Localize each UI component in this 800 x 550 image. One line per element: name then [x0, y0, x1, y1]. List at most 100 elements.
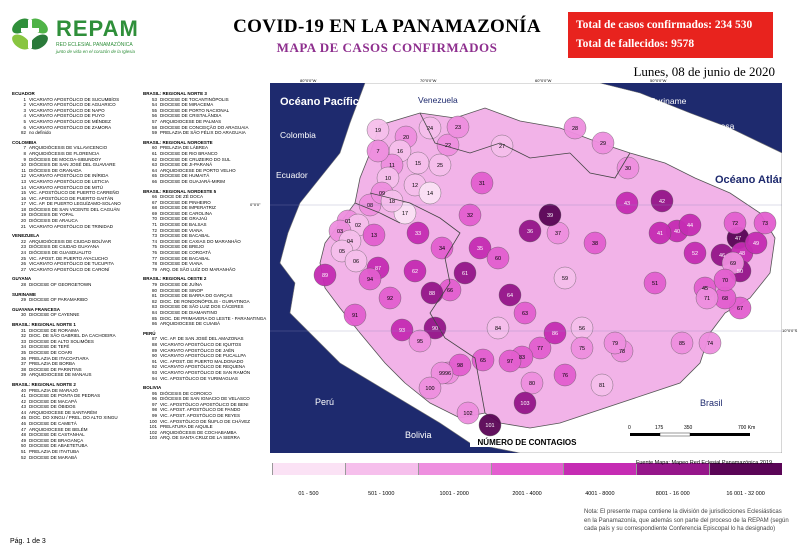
legend-item-name: ARQUIDIÓCESIS DE FLORENCIA: [29, 150, 100, 156]
legend-item-name: VICARIATO APOSTÓLICO DE MÉNDEZ: [29, 118, 111, 124]
region-number-71: 71: [704, 296, 710, 302]
legend-item: 35 DIOCESE DE COARI: [12, 350, 142, 356]
legend-item-name: DIÓCESIS DE SAN IGNACIO DE VELASCO: [160, 396, 250, 402]
legend-item: 102 ARQUIDIÓCESIS DE COCHABAMBA: [143, 430, 271, 436]
legend-item-number: 97: [151, 401, 157, 407]
region-patch-61: [453, 261, 477, 285]
legend-item-name: DIOCESE OF GEORGETOWN: [29, 282, 92, 287]
legend-item-name: ARQUIDIÓCESIS DE VILLAVICENCIO: [29, 145, 108, 151]
region-number-04: 04: [347, 239, 353, 245]
legend-bin-label: 8001 - 16 000: [655, 491, 690, 497]
region-patch-52: [683, 241, 707, 265]
region-number-37: 37: [555, 231, 561, 237]
region-number-63: 63: [522, 311, 528, 317]
region-patch-39: [538, 203, 562, 227]
legend-item: 98 VIC. APOST. APOSTÓLICO DE PANDO: [143, 407, 271, 413]
region-number-78: 78: [619, 349, 625, 355]
region-patch-100: [418, 376, 442, 400]
region-number-06: 06: [353, 259, 359, 265]
page-number: Pág. 1 de 3: [10, 538, 46, 545]
region-number-13: 13: [371, 233, 377, 239]
region-number-03: 03: [337, 229, 343, 235]
legend-item-name: DIOCESE DE VIANA: [160, 227, 203, 233]
region-number-50: 50: [737, 269, 743, 275]
legend-item-number: 19: [20, 212, 26, 218]
region-number-102: 102: [463, 411, 472, 417]
legend-item-name: ARQUIDIOCESE DE SANTARÉM: [29, 409, 97, 415]
legend-item-number: 77: [151, 255, 157, 261]
region-patch-64: [498, 283, 522, 307]
region-patch-93: [390, 318, 414, 342]
legend-item-number: 32: [20, 333, 26, 339]
region-patch-36: [518, 219, 542, 243]
lon-tick-80w: 80°0'0"W: [300, 78, 317, 83]
legend-item-number: 27: [20, 266, 26, 272]
total-deaths: Total de fallecidos: 9578: [576, 38, 695, 50]
legend-item-number: 55: [151, 107, 157, 113]
legend-item-number: 46: [20, 421, 26, 427]
legend-item-name: DIÓCESIS DE CIUDAD GUAYANA: [29, 244, 100, 250]
legend-item-number: 69: [151, 210, 157, 216]
region-patch-49: [744, 231, 768, 255]
legend-item-name: VICARIATO APOSTÓLICO DE IQUITOS: [160, 341, 242, 347]
legend-item-number: 54: [151, 102, 157, 108]
legend-item: 28 DIOCESE OF GEORGETOWN: [12, 282, 142, 288]
legend-item-name: VICARIATO APOSTÓLICO DE PUCALLPA: [160, 353, 247, 359]
legend-item-number: 88: [151, 341, 157, 347]
legend-item-name: DIOCESE DE CAROLINA: [160, 210, 213, 216]
legend-item: 1 VICARIATO APOSTÓLICO DE SUCUMBÍOS: [12, 97, 142, 103]
region-number-05: 05: [339, 249, 345, 255]
legend-item: 92 VICARIATO APOSTÓLICO DE REQUENA: [143, 364, 271, 370]
region-number-25: 25: [437, 163, 443, 169]
legend-item-name: VICARIATO APOSTÓLICO DE PUYO: [29, 113, 105, 119]
legend-item-name: VIC. AP. DE SAN JOSÉ DEL AMAZONAS: [160, 336, 244, 342]
legend-item-name: DIOCESE DE BALSAS: [160, 222, 207, 228]
legend-item: 33 DIOCESE DE ALTO SOLIMÕES: [12, 339, 142, 345]
lon-tick-50w: 50°0'0"W: [650, 78, 667, 83]
legend-item: 7 ARQUIDIÓCESIS DE VILLAVICENCIO: [12, 145, 142, 151]
region-number-11: 11: [389, 163, 395, 169]
legend-item-name: DIOCESE DE CRUZEIRO DO SUL: [160, 156, 231, 162]
legend-item-name: ARQUIDIOCESE DE CUIABÁ: [160, 321, 221, 327]
region-number-19: 19: [375, 128, 381, 134]
legend-item-name: DIOCESE DE COARI: [29, 349, 73, 355]
legend-item-number: 23: [20, 244, 26, 250]
region-patch-92: [378, 286, 402, 310]
legend-item: 42 DIOCESE DE MACAPÁ: [12, 399, 142, 405]
legend-item-number: 72: [151, 227, 157, 233]
region-number-12: 12: [412, 183, 418, 189]
legend-item: 49 DIOCESE DE BRAGANÇA: [12, 438, 142, 444]
region-patch-51: [643, 271, 667, 295]
legend-item-number: 24: [20, 250, 26, 256]
legend-item: 62 DIOCESE DE CRUZEIRO DO SUL: [143, 157, 271, 163]
legend-item-name: DIOCESE OF CAYENNE: [29, 312, 80, 318]
legend-item: 101 PRELATURA DE AIQUILE: [143, 424, 271, 430]
region-number-60: 60: [495, 256, 501, 262]
legend-item-number: 70: [151, 216, 157, 222]
region-patch-7: [366, 139, 390, 163]
region-number-23: 23: [455, 125, 461, 131]
legend-item-number: 1: [23, 96, 26, 102]
legend-item-name: VICARIATO APOSTÓLICO DE NAPO: [29, 107, 105, 113]
region-patch-31: [470, 171, 494, 195]
legend-item: 63 DIOCESE DE JI-PARANÁ: [143, 162, 271, 168]
legend-item: 43 DIOCESE DE ÓBIDOS: [12, 404, 142, 410]
region-patch-79: [603, 331, 627, 355]
legend-item-number: 34: [20, 344, 26, 350]
legend-item-name: DIOCESE DE CAXIAS DO MARANHÃO: [160, 238, 241, 244]
region-number-51: 51: [652, 281, 658, 287]
legend-item-name: VIC. APOST. DE PUERTO AYACUCHO: [29, 255, 108, 261]
contagion-legend-title: NÚMERO DE CONTAGIOS: [272, 438, 782, 447]
country-label-peru: Perú: [315, 397, 334, 407]
legend-bin-label: 16 001 - 32 000: [726, 491, 765, 497]
country-label-guyana: Guyana: [585, 102, 615, 112]
legend-item-number: 93: [151, 369, 157, 375]
legend-item-number: 50: [20, 443, 26, 449]
legend-item-number: 58: [151, 124, 157, 130]
legend-item-number: 103: [149, 435, 157, 441]
region-patch-62: [403, 259, 427, 283]
region-number-88: 88: [429, 291, 435, 297]
legend-item: 24 DIÓCESIS DE GUASDUALITO: [12, 250, 142, 256]
legend-item-number: 74: [151, 238, 157, 244]
legend-item-number: 96: [151, 396, 157, 402]
